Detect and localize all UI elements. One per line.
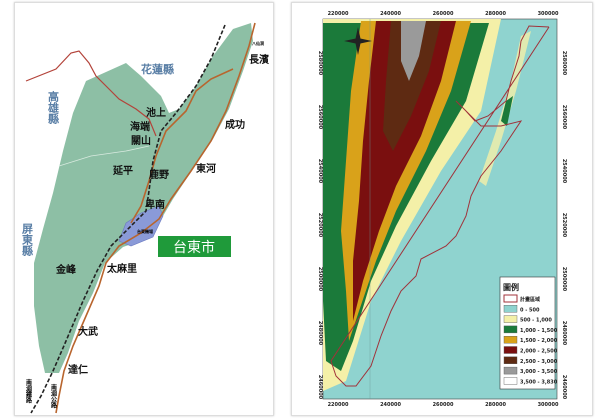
legend-swatch (503, 377, 518, 385)
legend-label: 計畫區域 (520, 296, 540, 303)
coastal-range-peak (501, 96, 513, 126)
town-guanshan: 關山 (131, 134, 151, 147)
district-boundaries (58, 145, 150, 167)
x-tick-label: 280000 (485, 11, 506, 17)
legend-label: 2,000 - 2,500 (520, 349, 558, 355)
legend-swatch (503, 325, 518, 334)
elevation-2500-3000 (383, 21, 441, 151)
y-tick-label: 2460000 (561, 375, 567, 400)
x-tick-label: 260000 (433, 11, 454, 17)
town-dawu: 大武 (78, 325, 98, 338)
legend-swatch (503, 366, 518, 375)
highway-label: 南迴公路 (50, 383, 58, 409)
small-place-label: 八仙洞 (251, 40, 264, 46)
county-border-line (25, 50, 157, 137)
airport-label: 台東機場 (137, 228, 153, 234)
legend-swatch (503, 294, 518, 303)
x-tick-label: 300000 (538, 11, 559, 17)
taitung-city-area (118, 205, 164, 247)
county-label-hualien: 花蓮縣 (141, 62, 174, 76)
x-tick-label: 220000 (328, 11, 349, 17)
project-area-boundary (330, 25, 550, 387)
township-map: 花蓮縣 高雄縣 屏東縣 長濱 成功 池上 海端 關山 延平 鹿野 東河 卑南 金… (21, 22, 269, 414)
legend-label: 1,500 - 2,000 (520, 338, 558, 344)
county-label-pingtung: 屏東縣 (21, 223, 34, 257)
x-tick-label: 260000 (433, 402, 454, 408)
legend-swatch (503, 305, 518, 313)
legend: 圖例 計畫區域 0 - 500 500 - 1,000 1,000 - 1,500 1,… (499, 276, 558, 390)
y-tick-label: 2560000 (561, 105, 567, 130)
township-map-panel: 花蓮縣 高雄縣 屏東縣 長濱 成功 池上 海端 關山 延平 鹿野 東河 卑南 金… (14, 2, 274, 416)
y-tick-label: 2580000 (561, 51, 567, 76)
town-haiduan: 海端 (130, 120, 150, 133)
town-chishang: 池上 (146, 106, 166, 119)
y-tick-label: 2520000 (317, 213, 323, 238)
legend-swatch (503, 336, 518, 344)
legend-swatch (503, 356, 518, 364)
town-taimali: 太麻里 (106, 262, 137, 275)
y-tick-label: 2560000 (317, 105, 323, 130)
y-tick-label: 2480000 (317, 321, 323, 346)
town-yanping: 延平 (112, 164, 133, 177)
town-donghe: 東河 (196, 162, 216, 175)
y-tick-label: 2460000 (317, 375, 323, 400)
highway-road (55, 22, 256, 414)
x-ticks-bottom: 220000 240000 260000 280000 300000 (328, 402, 559, 408)
town-changbin: 長濱 (249, 53, 269, 66)
y-ticks-left: 2580000 2560000 2540000 2520000 2500000 24800… (317, 51, 323, 400)
legend-title: 圖例 (503, 282, 519, 292)
elevation-map: 220000 240000 260000 280000 300000 220000 240… (317, 11, 567, 408)
elevation-3000-3500 (401, 21, 426, 81)
elevation-map-panel: 220000 240000 260000 280000 300000 220000 240… (291, 2, 593, 416)
legend-label: 3,500 - 3,830 (520, 379, 558, 385)
elevation-2000-2500 (353, 21, 456, 321)
y-tick-label: 2580000 (317, 51, 323, 76)
town-chenggong: 成功 (225, 118, 245, 131)
y-tick-label: 2520000 (561, 213, 567, 238)
town-luye: 鹿野 (149, 168, 169, 181)
town-daren: 達仁 (68, 363, 88, 376)
legend-swatch (503, 315, 518, 323)
legend-label: 3,000 - 3,500 (520, 369, 558, 375)
city-label-box (158, 236, 231, 257)
y-tick-label: 2500000 (317, 267, 323, 292)
town-beinan: 卑南 (145, 198, 165, 211)
x-tick-label: 280000 (485, 402, 506, 408)
legend-label: 0 - 500 (520, 307, 540, 313)
x-tick-label: 240000 (380, 11, 401, 17)
railway-label: 南迴鐵路 (25, 378, 33, 404)
railway-line (30, 24, 226, 414)
legend-label: 2,500 - 3,000 (520, 359, 558, 365)
x-tick-label: 240000 (380, 402, 401, 408)
legend-label: 500 - 1,000 (520, 318, 552, 324)
x-tick-label: 300000 (538, 402, 559, 408)
inland-road (130, 68, 234, 224)
town-jinfeng: 金峰 (55, 263, 77, 276)
x-tick-label: 220000 (328, 402, 349, 408)
y-ticks-right: 2580000 2560000 2540000 2520000 2500000 24800… (561, 51, 567, 400)
y-tick-label: 2540000 (317, 159, 323, 184)
x-ticks-top: 220000 240000 260000 280000 300000 (328, 11, 559, 17)
legend-label: 1,000 - 1,500 (520, 328, 558, 334)
y-tick-label: 2500000 (561, 267, 567, 292)
north-arrow-icon (344, 27, 372, 55)
y-tick-label: 2480000 (561, 321, 567, 346)
county-label-kaohsiung: 高雄縣 (47, 90, 61, 125)
city-label: 台東市 (173, 239, 215, 256)
legend-swatch (503, 346, 518, 354)
y-tick-label: 2540000 (561, 159, 567, 184)
